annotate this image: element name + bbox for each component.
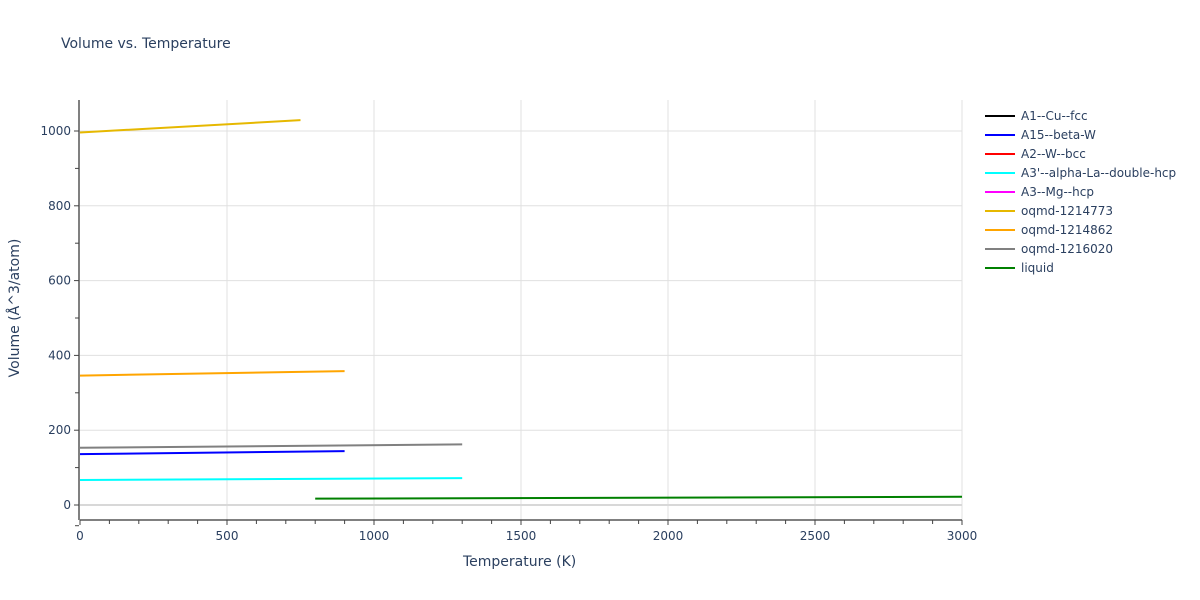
legend-swatch-icon [985,171,1015,174]
x-tick-label: 3000 [947,529,978,543]
x-tick-label: 2000 [653,529,684,543]
series-line-A3'--alpha-La--double-hcp[interactable] [79,477,463,481]
x-tick-label: 500 [216,529,239,543]
y-tick-label: 400 [48,348,71,362]
legend-swatch-icon [985,152,1015,155]
y-tick-label: 200 [48,423,71,437]
x-tick-label: 0 [76,529,84,543]
legend-item[interactable]: A1--Cu--fcc [985,106,1176,125]
legend-swatch-icon [985,133,1015,136]
legend-item[interactable]: oqmd-1214773 [985,201,1176,220]
legend-label: oqmd-1214773 [1021,203,1114,218]
legend-item[interactable]: A15--beta-W [985,125,1176,144]
legend-label: A15--beta-W [1021,127,1096,142]
series-line-liquid[interactable] [315,495,963,500]
y-tick-label: 1000 [40,124,71,138]
legend-label: A3'--alpha-La--double-hcp [1021,165,1177,180]
legend-label: A3--Mg--hcp [1021,184,1094,199]
legend-label: A1--Cu--fcc [1021,108,1088,123]
x-tick-label: 1500 [506,529,537,543]
x-tick-label: 1000 [359,529,390,543]
legend-label: oqmd-1216020 [1021,241,1114,256]
legend-item[interactable]: oqmd-1214862 [985,220,1176,239]
series-line-oqmd-1216020[interactable] [79,443,463,449]
y-tick-label: 800 [48,199,71,213]
series-line-oqmd-1214862[interactable] [79,370,345,377]
y-tick-label: 600 [48,274,71,288]
legend: A1--Cu--fcc A15--beta-W A2--W--bcc A3'--alp… [985,106,1176,277]
x-axis-label: Temperature (K) [463,554,577,570]
legend-label: A2--W--bcc [1021,146,1086,161]
legend-swatch-icon [985,114,1015,117]
y-axis-label: Volume (Å^3/atom) [7,238,23,378]
legend-label: liquid [1021,260,1054,275]
legend-swatch-icon [985,190,1015,193]
series-line-A15--beta-W[interactable] [79,450,345,456]
legend-swatch-icon [985,228,1015,231]
legend-item[interactable]: A3--Mg--hcp [985,182,1176,201]
legend-swatch-icon [985,247,1015,250]
legend-swatch-icon [985,266,1015,269]
chart-title: Volume vs. Temperature [61,36,231,52]
legend-swatch-icon [985,209,1015,212]
legend-item[interactable]: liquid [985,258,1176,277]
y-tick-label: 0 [63,498,71,512]
legend-label: oqmd-1214862 [1021,222,1114,237]
legend-item[interactable]: oqmd-1216020 [985,239,1176,258]
legend-item[interactable]: A3'--alpha-La--double-hcp [985,163,1176,182]
legend-item[interactable]: A2--W--bcc [985,144,1176,163]
x-tick-label: 2500 [800,529,831,543]
series-line-oqmd-1214773[interactable] [79,119,301,134]
